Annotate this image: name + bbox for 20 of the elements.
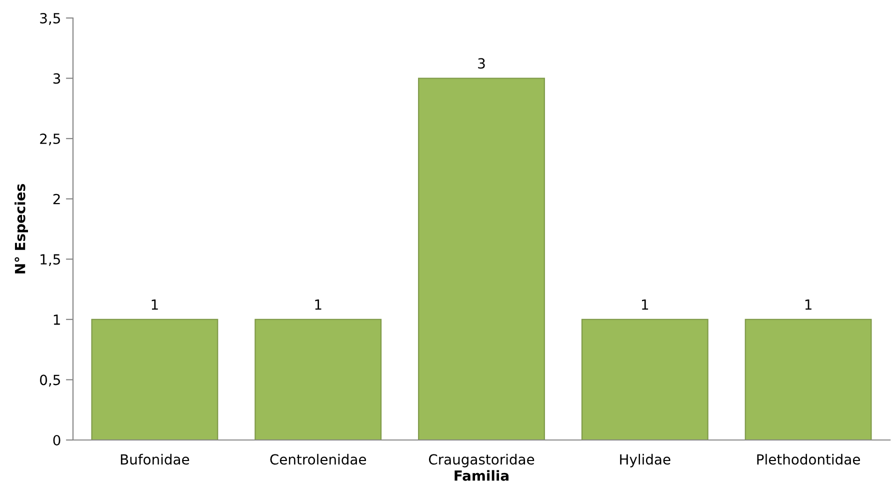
data-label: 1 — [805, 299, 812, 310]
x-tick-label: Bufonidae — [120, 454, 190, 465]
y-axis-title: N° Especies — [14, 184, 28, 274]
x-axis-title: Familia — [454, 470, 508, 481]
x-tick-label: Hylidae — [620, 454, 670, 468]
data-label: 3 — [478, 58, 485, 69]
y-tick-label: 0,5 — [40, 374, 60, 387]
y-tick-label: 2,5 — [40, 134, 60, 146]
x-tick-label: Craugastoridae — [428, 454, 534, 468]
y-tick-label: 3,5 — [40, 12, 60, 25]
x-tick-label: Centrolenidae — [270, 454, 366, 465]
y-tick-label: 1,5 — [40, 254, 60, 266]
x-tick-label: Plethodontidae — [757, 454, 860, 465]
y-tick-label: 3 — [53, 73, 60, 84]
y-tick-label: 1 — [54, 314, 60, 325]
data-label: 1 — [642, 299, 648, 310]
y-tick-label: 2 — [53, 194, 60, 204]
data-label: 1 — [152, 299, 158, 310]
data-label: 1 — [315, 299, 322, 310]
y-tick-label: 0 — [53, 434, 60, 446]
